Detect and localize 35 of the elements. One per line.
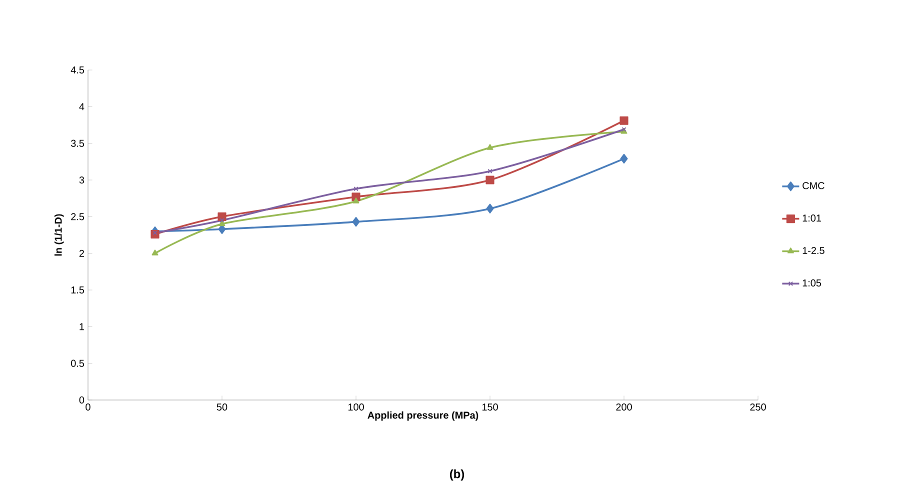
point <box>620 154 628 164</box>
x-tick-label: 0 <box>86 404 90 411</box>
y-tick-label: 3.5 <box>71 140 84 147</box>
y-tick-label: 2 <box>79 250 84 257</box>
x-tick-label: 150 <box>482 404 498 411</box>
y-tick-label: 3 <box>79 176 84 184</box>
point <box>486 144 494 150</box>
legend-label: CMC <box>802 182 824 190</box>
y-tick-label: 2.5 <box>71 213 84 220</box>
y-tick-label: 4.5 <box>70 66 84 74</box>
point <box>486 176 494 184</box>
y-tick-label: 4 <box>79 103 84 110</box>
point <box>620 116 628 125</box>
y-tick-label: 0 <box>79 396 84 404</box>
point <box>488 168 492 174</box>
legend-label: 1-2.5 <box>802 247 824 254</box>
point <box>352 198 360 204</box>
text: (b) <box>450 469 464 481</box>
point <box>354 186 358 192</box>
x-tick-label: 50 <box>216 404 228 411</box>
point <box>220 218 224 223</box>
y-tick-label: 0.5 <box>71 360 84 367</box>
point <box>486 204 494 214</box>
x-tick-label: 100 <box>348 404 364 411</box>
y-tick-label: 1.5 <box>71 286 84 294</box>
point <box>152 250 158 256</box>
point <box>352 216 360 227</box>
y-tick-label: 1 <box>80 323 84 330</box>
x-tick-label: 250 <box>750 404 766 411</box>
x-axis-title: Applied pressure (MPa) <box>368 411 478 421</box>
point <box>218 212 226 221</box>
legend-label: 1:01 <box>802 214 821 222</box>
x-tick-label: 200 <box>616 404 632 411</box>
legend-label: 1:05 <box>802 279 822 286</box>
y-axis-title: ln (1/1-D) <box>54 214 64 256</box>
